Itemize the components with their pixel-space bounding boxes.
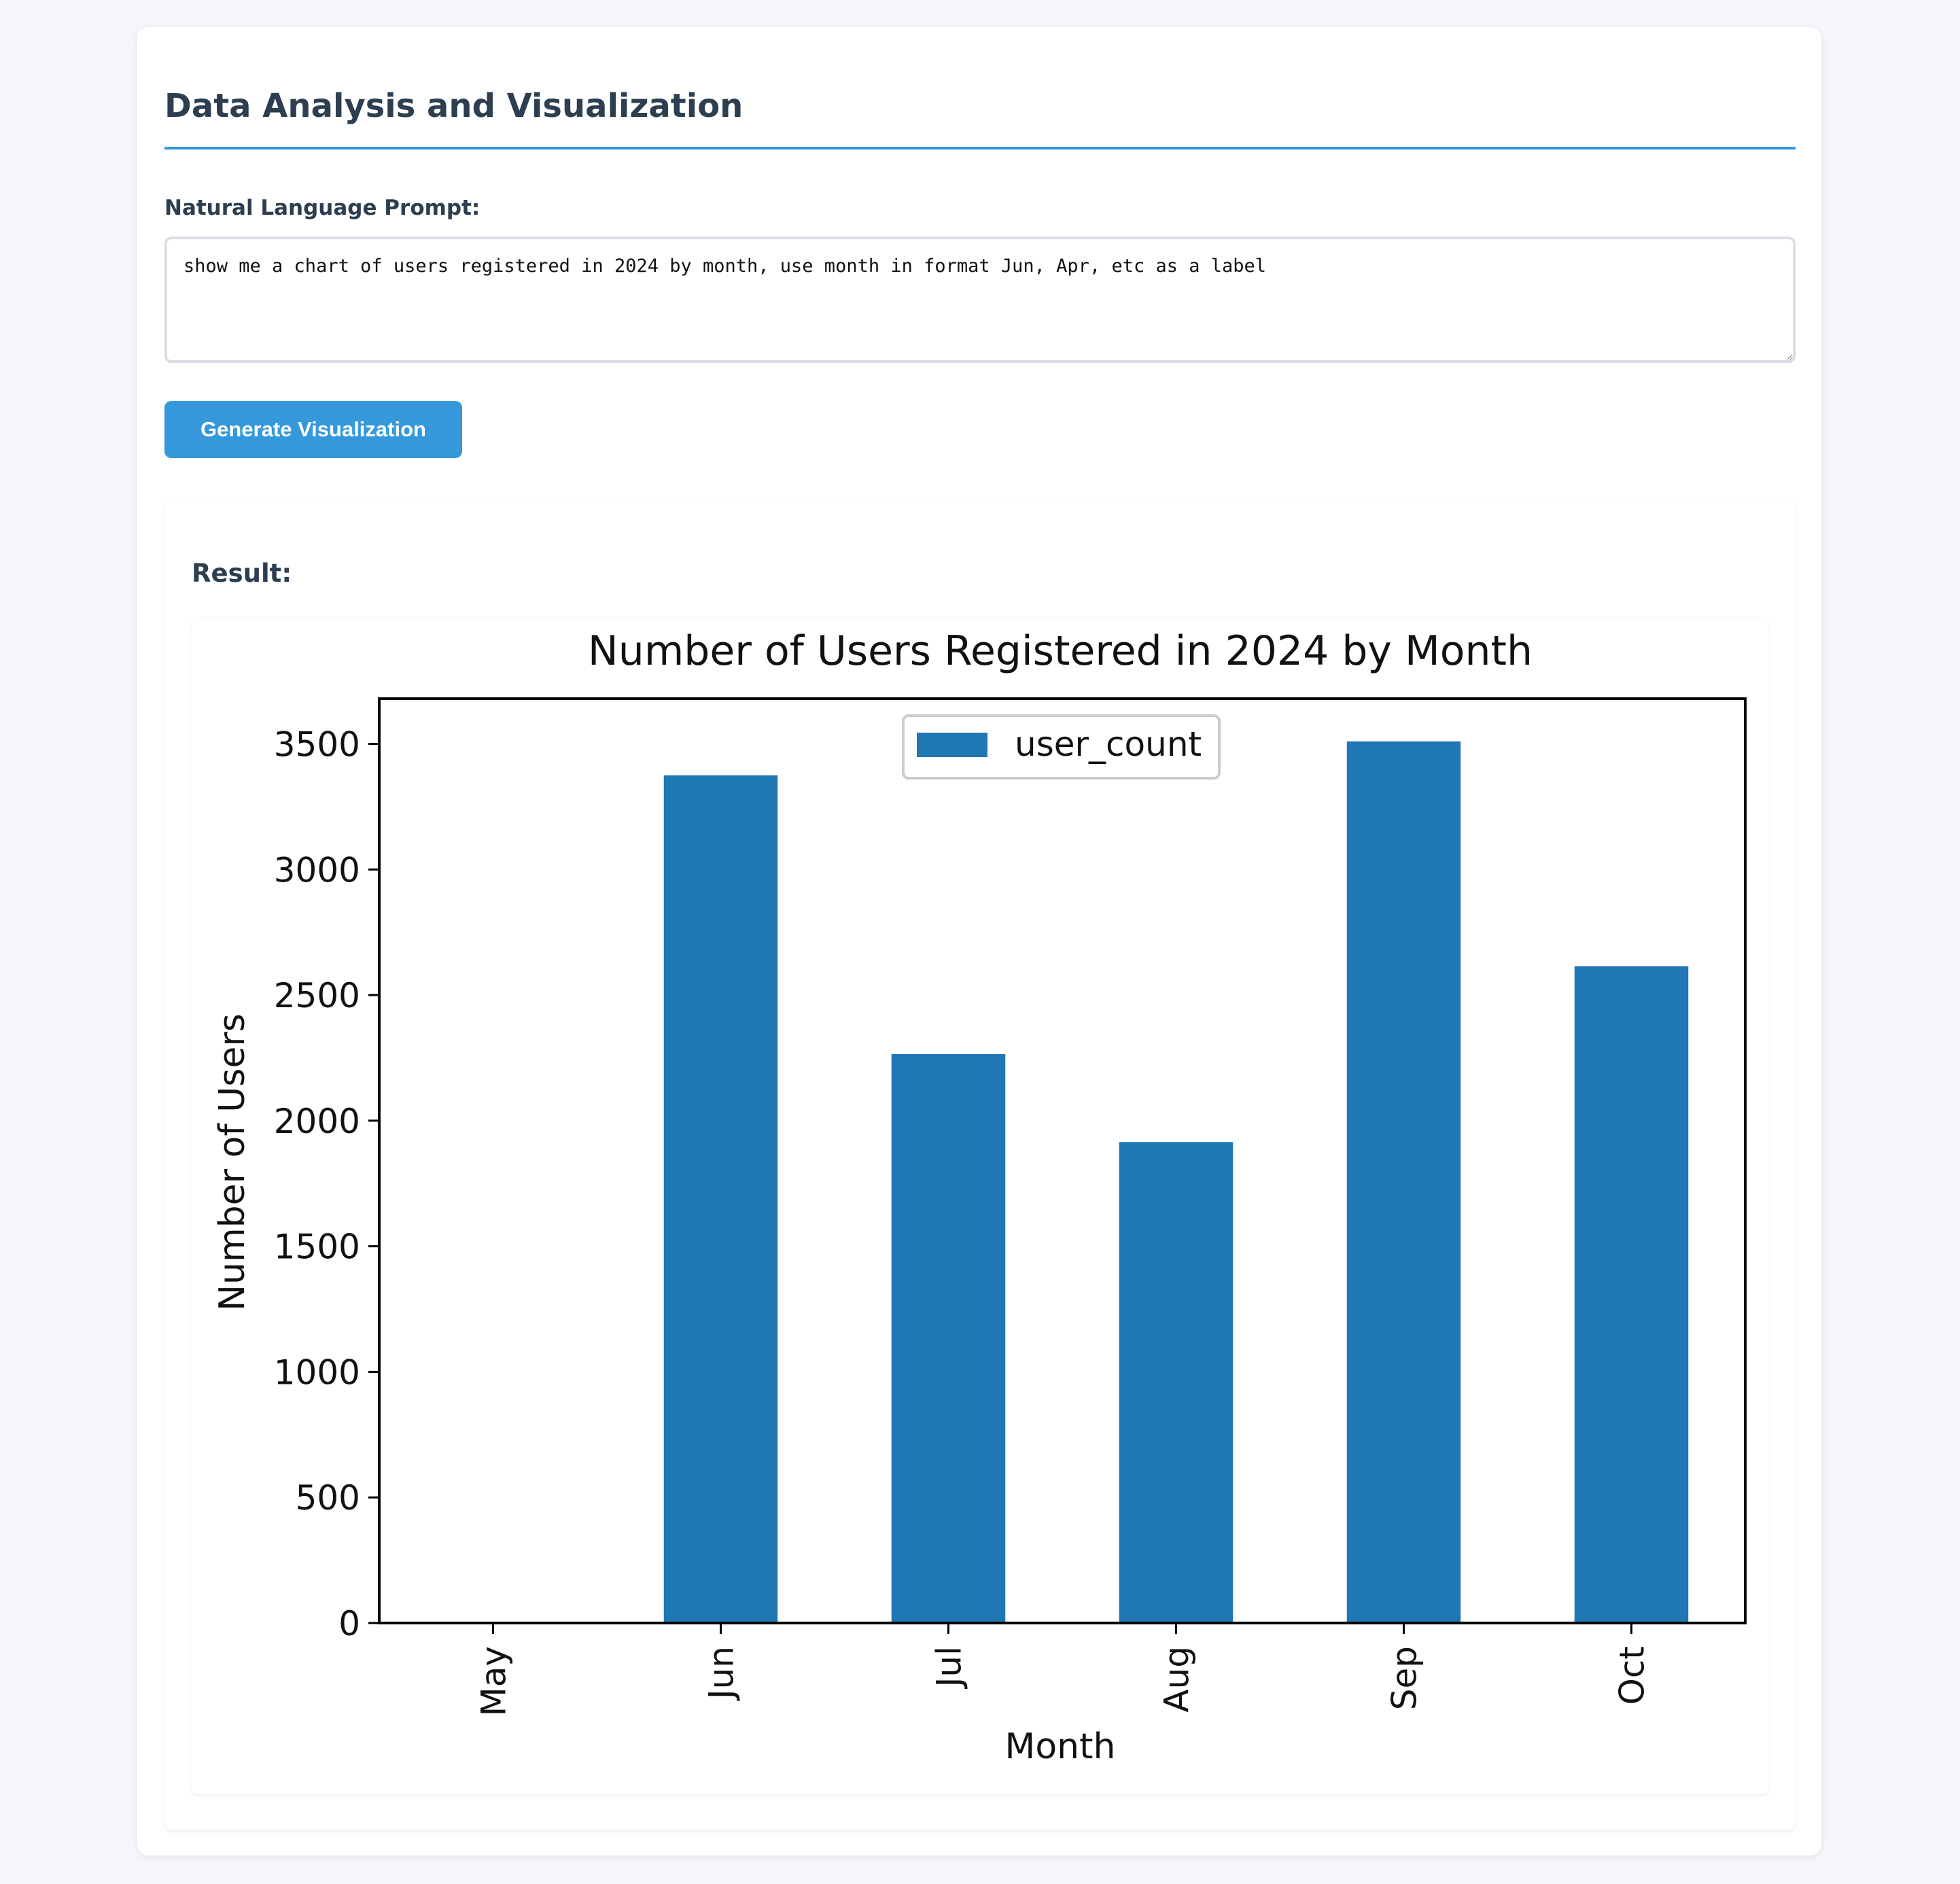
bar-aug [1119,1142,1233,1623]
x-tick-label-jun: Jun [702,1646,741,1701]
legend-box [902,714,1221,780]
y-tick-label: 0 [338,1604,360,1643]
bar-chart: Number of Users Registered in 2024 by Mo… [212,627,1747,1767]
bar-oct [1574,966,1689,1623]
y-tick-label: 2500 [274,976,360,1015]
page-title: Data Analysis and Visualization [164,87,743,125]
legend: user_count [902,714,1221,780]
x-tick-label-may: May [474,1646,514,1716]
prompt-input[interactable]: show me a chart of users registered in 2… [164,237,1796,363]
y-tick-label: 2000 [274,1102,360,1141]
legend-swatch [917,733,987,757]
x-axis-label: Month [1005,1726,1116,1767]
result-label: Result: [192,559,292,588]
y-tick-label: 3500 [274,725,360,765]
x-tick-label-aug: Aug [1157,1646,1197,1713]
x-ticks-group: May Jun Jul Aug Sep Oct [474,1623,1652,1716]
y-ticks-group: 0 500 1000 1500 2000 2500 3000 3500 [274,725,379,1643]
bar-jun [663,775,778,1623]
y-axis-label: Number of Users [212,1013,253,1311]
x-tick-label-oct: Oct [1613,1646,1652,1705]
x-tick-label-sep: Sep [1385,1646,1424,1710]
y-tick-label: 1000 [274,1353,360,1392]
chart-title: Number of Users Registered in 2024 by Mo… [588,627,1533,675]
title-divider [164,147,1796,150]
bar-jul [891,1053,1006,1623]
bar-sep [1346,741,1461,1623]
y-tick-label: 3000 [274,850,360,890]
bars-group [663,741,1689,1623]
x-tick-label-jul: Jul [930,1646,969,1689]
y-tick-label: 1500 [274,1227,360,1267]
prompt-label: Natural Language Prompt: [164,196,480,220]
y-tick-label: 500 [296,1478,360,1518]
generate-visualization-button[interactable]: Generate Visualization [164,401,462,458]
legend-label-user-count: user_count [1015,725,1202,764]
plot-frame [378,697,1747,1624]
